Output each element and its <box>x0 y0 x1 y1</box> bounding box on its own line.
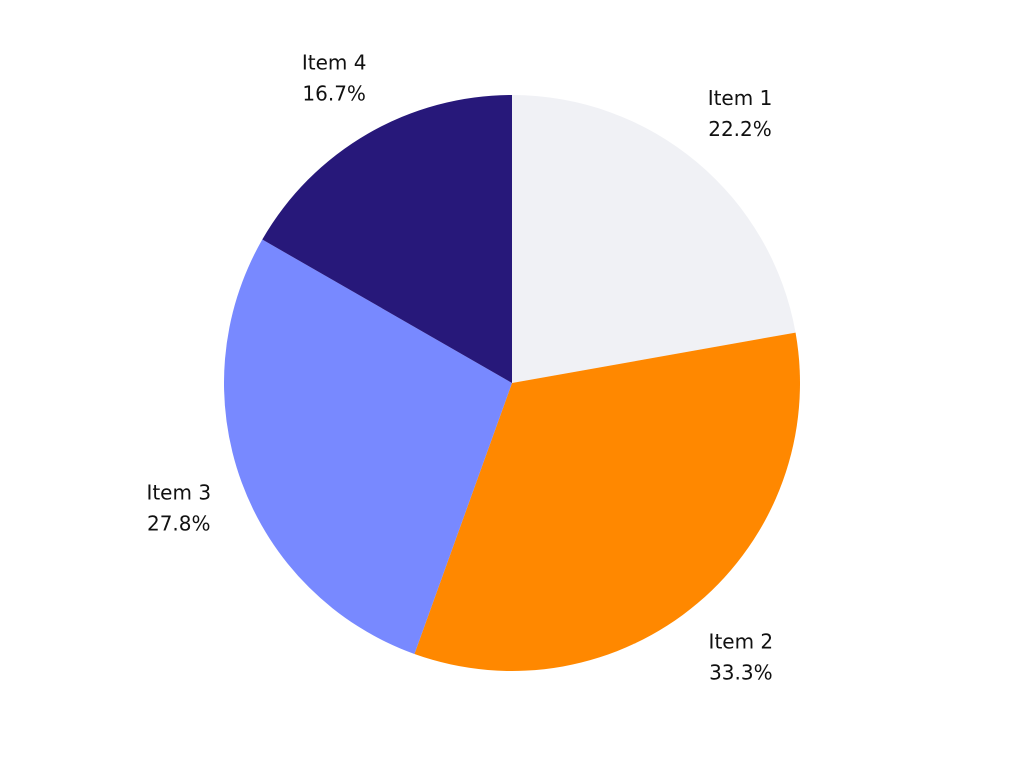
pie-label-value: 27.8% <box>147 511 211 535</box>
pie-label-category: Item 1 <box>708 86 773 110</box>
pie-slices <box>224 95 800 671</box>
pie-label-3: Item 3 27.8% <box>146 480 211 535</box>
pie-label-2: Item 2 33.3% <box>709 629 774 684</box>
pie-label-category: Item 2 <box>709 629 774 653</box>
pie-slice-3 <box>224 239 512 654</box>
pie-labels: Item 1 22.2% Item 2 33.3% Item 3 27.8% Item 4 1… <box>146 51 773 685</box>
pie-label-4: Item 4 16.7% <box>302 51 367 106</box>
pie-slice-4 <box>262 95 512 383</box>
pie-slice-2 <box>414 332 800 671</box>
pie-label-value: 16.7% <box>302 82 366 106</box>
pie-label-category: Item 3 <box>146 480 211 504</box>
pie-label-value: 33.3% <box>709 660 773 684</box>
pie-slice-1 <box>512 95 796 383</box>
pie-label-1: Item 1 22.2% <box>708 86 773 141</box>
pie-label-category: Item 4 <box>302 51 367 75</box>
pie-label-value: 22.2% <box>708 117 772 141</box>
